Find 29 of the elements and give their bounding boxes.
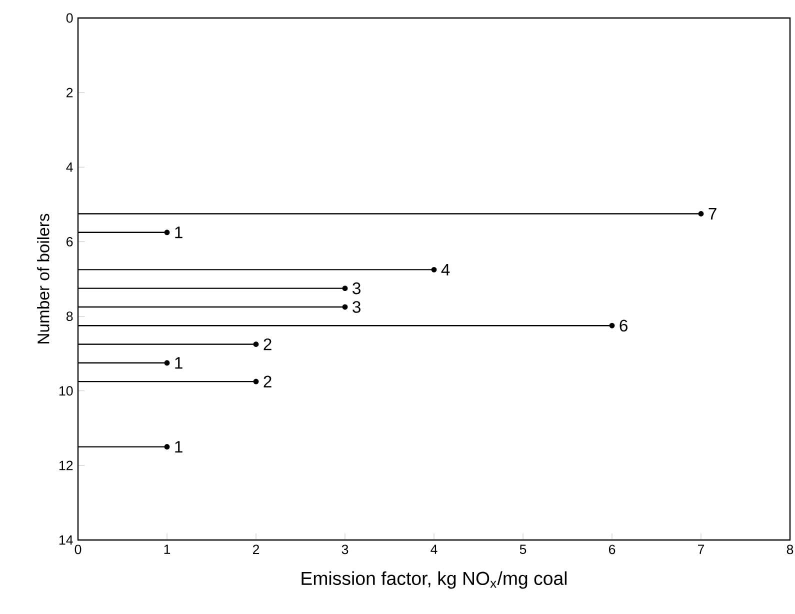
x-tick-label: 4	[430, 544, 438, 554]
x-tick-label: 8	[786, 544, 794, 554]
y-axis-title: Number of boilers	[37, 214, 50, 344]
x-tick-label: 6	[608, 544, 616, 554]
x-tick-label: 1	[164, 544, 170, 554]
data-label: 6	[620, 320, 628, 332]
data-label: 1	[175, 357, 182, 369]
x-tick-label: 7	[698, 544, 704, 554]
data-label: 2	[264, 376, 272, 388]
y-tick-label: 8	[66, 312, 73, 322]
y-tick-label: 14	[59, 535, 73, 545]
y-tick-label: 2	[66, 88, 73, 98]
y-tick-label: 12	[59, 460, 73, 470]
data-label: 2	[264, 338, 272, 350]
x-axis-title: Emission factor, kg NO$_{x}$/mg coal	[302, 571, 567, 589]
x-tick-label: 3	[342, 544, 348, 554]
data-label: 3	[352, 282, 360, 294]
data-label: 4	[441, 264, 450, 276]
data-label: 3	[352, 301, 360, 313]
data-label: 7	[708, 208, 716, 220]
data-label: 1	[175, 441, 182, 453]
y-tick-label: 0	[66, 13, 73, 23]
data-label: 1	[175, 226, 182, 238]
y-tick-label: 6	[66, 237, 73, 246]
x-tick-label: 5	[520, 544, 526, 554]
x-tick-label: 0	[74, 544, 82, 554]
x-tick-label: 2	[252, 544, 260, 554]
y-tick-label: 4	[66, 162, 73, 172]
y-tick-label: 10	[59, 386, 73, 396]
